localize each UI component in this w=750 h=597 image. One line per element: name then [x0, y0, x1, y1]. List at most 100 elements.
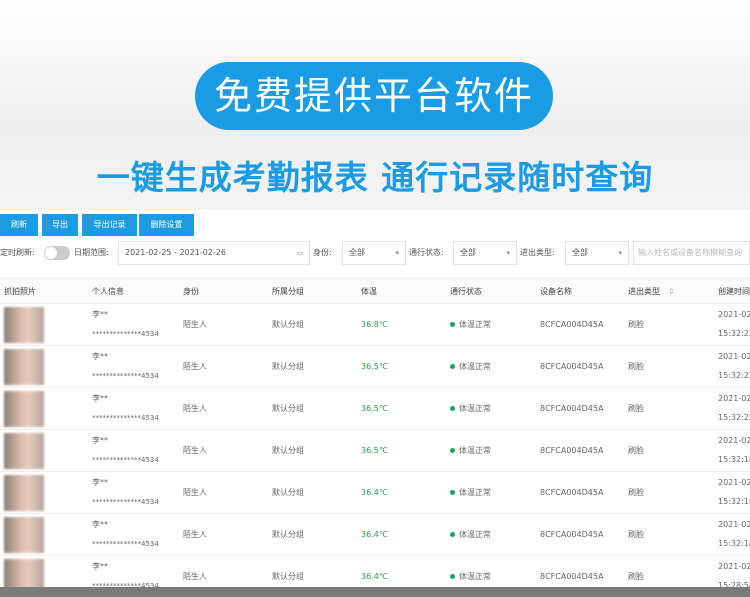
created-time: 15:32:23	[718, 413, 750, 422]
person-name: 李**	[92, 352, 108, 361]
person-id: **************4534	[92, 498, 159, 506]
created-time: 15:32:23	[718, 329, 750, 338]
identity: 陌生人	[183, 446, 207, 455]
col-temp: 体温	[361, 287, 377, 296]
group: 默认分组	[272, 488, 304, 497]
capture-photo[interactable]	[4, 517, 44, 553]
table-row[interactable]: 李** **************4534 陌生人 默认分组 36.4℃ 体温…	[0, 514, 750, 556]
promo-subtitle: 一键生成考勤报表 通行记录随时查询	[96, 158, 654, 197]
identity-value: 全部	[349, 248, 365, 257]
promo-pill: 免费提供平台软件	[195, 62, 553, 130]
search-input[interactable]: 输入姓名或设备名称模糊查询	[633, 241, 750, 265]
pass-status: 体温正常	[459, 404, 491, 413]
chevron-down-icon: ▾	[506, 249, 510, 257]
identity: 陌生人	[183, 530, 207, 539]
device-name: 8CFCA004D45A	[540, 572, 604, 581]
temperature: 36.4℃	[361, 530, 388, 539]
pass-status: 体温正常	[459, 446, 491, 455]
capture-photo[interactable]	[4, 307, 44, 343]
entry-type-select[interactable]: 全部 ▾	[565, 241, 629, 265]
col-time: 创建时间	[718, 287, 750, 296]
col-type[interactable]: 进出类型	[628, 287, 660, 296]
identity: 陌生人	[183, 488, 207, 497]
temperature: 36.5℃	[361, 446, 388, 455]
pass-status-value: 全部	[460, 248, 476, 257]
col-identity: 身份	[183, 287, 199, 296]
refresh-button[interactable]: 刷新	[0, 214, 38, 236]
date-range-value: 2021-02-25 - 2021-02-26	[125, 248, 226, 257]
created-time: 15:28:58	[718, 581, 750, 587]
auto-refresh-toggle[interactable]	[44, 246, 70, 260]
capture-photo[interactable]	[4, 433, 44, 469]
capture-photo[interactable]	[4, 475, 44, 511]
export-button[interactable]: 导出	[42, 214, 78, 236]
group: 默认分组	[272, 572, 304, 581]
created-time: 15:32:18	[718, 497, 750, 506]
table-row[interactable]: 李** **************4534 陌生人 默认分组 36.5℃ 体温…	[0, 388, 750, 430]
calendar-icon: ▭	[296, 249, 303, 257]
person-name: 李**	[92, 478, 108, 487]
person-id: **************4534	[92, 330, 159, 338]
person-id: **************4534	[92, 414, 159, 422]
capture-photo[interactable]	[4, 559, 44, 587]
date-range-label: 日期范围:	[74, 248, 109, 257]
bottom-bar	[0, 587, 750, 597]
status-dot-icon	[450, 532, 455, 537]
col-photo: 抓拍照片	[4, 287, 36, 296]
date-range-input[interactable]: 2021-02-25 - 2021-02-26 ▭	[118, 241, 310, 265]
table-row[interactable]: 李** **************4534 陌生人 默认分组 36.5℃ 体温…	[0, 430, 750, 472]
pass-status: 体温正常	[459, 320, 491, 329]
pass-status-label: 通行状态:	[409, 248, 444, 257]
temperature: 36.8℃	[361, 320, 388, 329]
person-name: 李**	[92, 436, 108, 445]
person-id: **************4534	[92, 372, 159, 380]
table-row[interactable]: 李** **************4534 陌生人 默认分组 36.4℃ 体温…	[0, 472, 750, 514]
capture-photo[interactable]	[4, 391, 44, 427]
status-dot-icon	[450, 574, 455, 579]
entry-type: 刷脸	[628, 488, 644, 497]
created-time: 15:32:18	[718, 539, 750, 548]
chevron-down-icon: ▾	[618, 249, 622, 257]
capture-photo[interactable]	[4, 349, 44, 385]
auto-refresh-label: 定时刷新:	[0, 248, 35, 257]
entry-type: 刷脸	[628, 572, 644, 581]
identity-select[interactable]: 全部 ▾	[342, 241, 406, 265]
entry-type-value: 全部	[572, 248, 588, 257]
temperature: 36.5℃	[361, 404, 388, 413]
status-dot-icon	[450, 322, 455, 327]
pass-status: 体温正常	[459, 362, 491, 371]
entry-type: 刷脸	[628, 446, 644, 455]
chevron-down-icon: ▾	[395, 249, 399, 257]
records-app: 刷新 导出 导出记录 删除设置 定时刷新: 日期范围: 2021-02-25 -…	[0, 210, 750, 587]
identity-label: 身份:	[313, 248, 332, 257]
person-name: 李**	[92, 310, 108, 319]
group: 默认分组	[272, 320, 304, 329]
pass-status: 体温正常	[459, 530, 491, 539]
device-name: 8CFCA004D45A	[540, 362, 604, 371]
table-row[interactable]: 李** **************4534 陌生人 默认分组 36.8℃ 体温…	[0, 304, 750, 346]
created-date: 2021-02-	[718, 520, 750, 529]
sort-icon[interactable]: ⇕	[668, 287, 675, 296]
export-records-button[interactable]: 导出记录	[82, 214, 137, 236]
entry-type: 刷脸	[628, 530, 644, 539]
person-id: **************4534	[92, 456, 159, 464]
table-row[interactable]: 李** **************4534 陌生人 默认分组 36.5℃ 体温…	[0, 346, 750, 388]
created-time: 15:32:18	[718, 455, 750, 464]
identity: 陌生人	[183, 404, 207, 413]
pass-status-select[interactable]: 全部 ▾	[453, 241, 517, 265]
delete-settings-button[interactable]: 删除设置	[139, 214, 194, 236]
col-group: 所属分组	[272, 287, 304, 296]
created-date: 2021-02-	[718, 310, 750, 319]
entry-type: 刷脸	[628, 362, 644, 371]
entry-type: 刷脸	[628, 404, 644, 413]
group: 默认分组	[272, 362, 304, 371]
person-id: **************4534	[92, 582, 159, 587]
group: 默认分组	[272, 404, 304, 413]
col-status: 通行状态	[450, 287, 482, 296]
table-row[interactable]: 李** **************4534 陌生人 默认分组 36.4℃ 体温…	[0, 556, 750, 587]
identity: 陌生人	[183, 320, 207, 329]
table-header: 抓拍照片 个人信息 身份 所属分组 体温 通行状态 设备名称 进出类型 ⇕ 创建…	[0, 278, 750, 304]
temperature: 36.5℃	[361, 362, 388, 371]
col-device: 设备名称	[540, 287, 572, 296]
col-info: 个人信息	[92, 287, 124, 296]
